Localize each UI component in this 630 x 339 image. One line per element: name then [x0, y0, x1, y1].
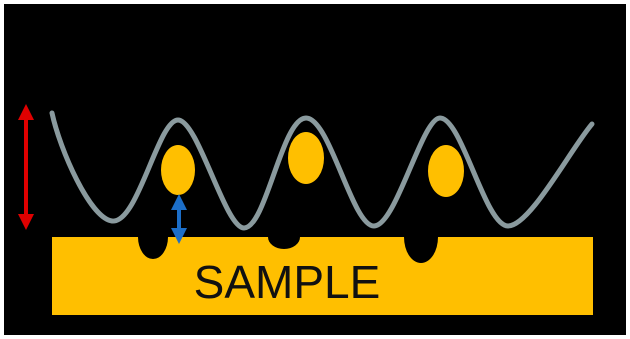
standing-wave: [49, 110, 595, 231]
sample-pit: [268, 237, 300, 249]
sample-pit: [138, 237, 168, 259]
trapped-particle: [428, 145, 464, 197]
sample-pit: [404, 237, 438, 263]
trapped-particle: [161, 145, 195, 195]
sample-label: SAMPLE: [194, 256, 381, 308]
trapped-particle: [288, 132, 324, 184]
